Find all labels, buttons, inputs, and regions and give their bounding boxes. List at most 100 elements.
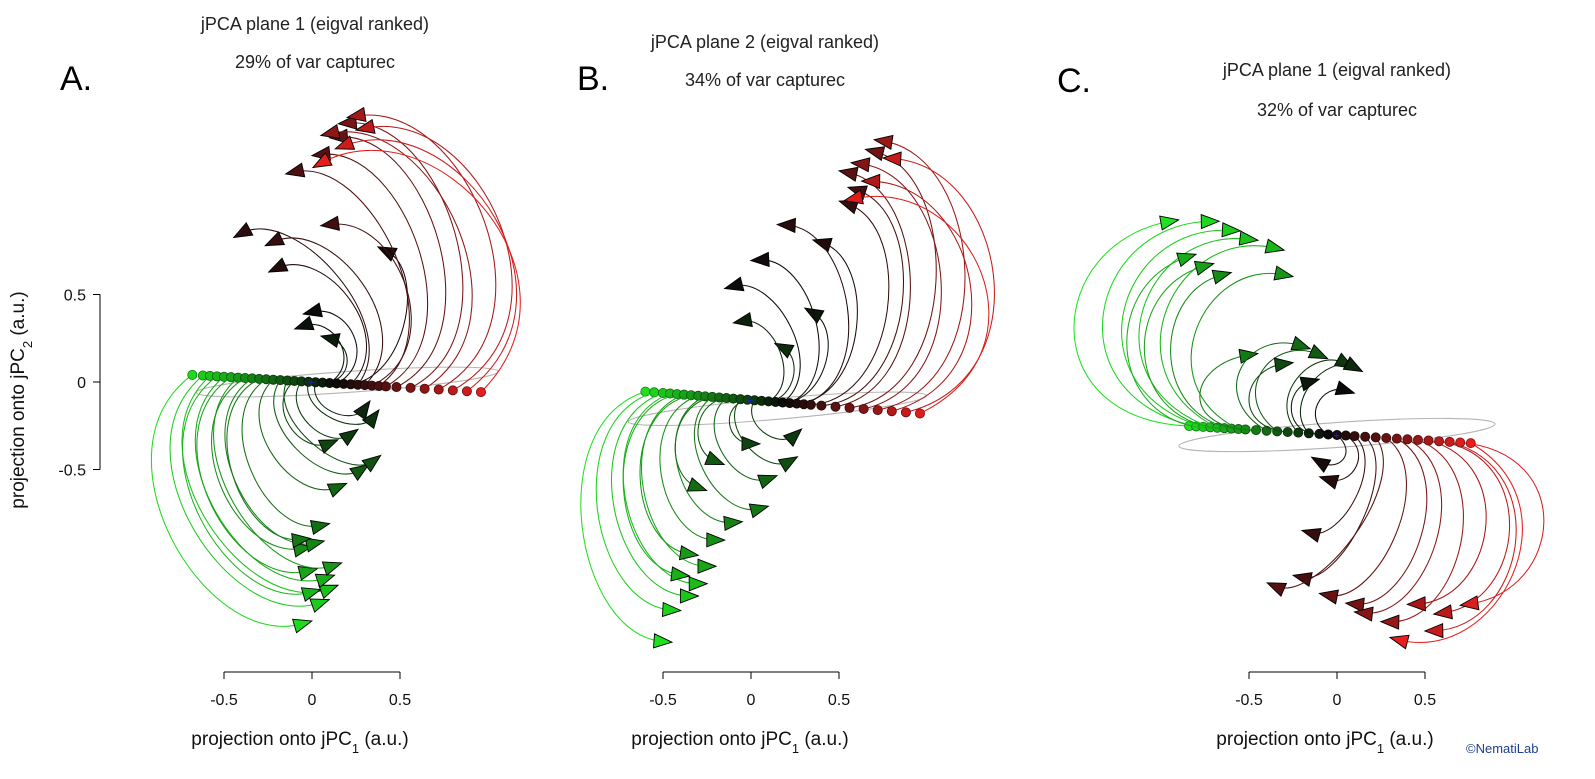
- trajectory-line: [294, 170, 410, 387]
- trajectory-arrowhead: [1200, 213, 1221, 230]
- trajectory-arrowhead: [338, 428, 360, 447]
- trajectory-line: [1314, 388, 1346, 435]
- trajectory-line: [211, 377, 304, 550]
- panel-a-x-axis: -0.5 0 0.5: [210, 671, 411, 709]
- trajectory-arrowhead: [1273, 357, 1295, 373]
- trajectory-line: [835, 171, 911, 408]
- trajectory-arrowhead: [704, 450, 726, 465]
- trajectory-arrowhead: [376, 246, 398, 262]
- trajectory-line: [1398, 442, 1523, 643]
- x-tick-label: 0.5: [389, 692, 411, 709]
- trajectory-arrowhead: [293, 315, 315, 331]
- trajectory-line: [860, 163, 942, 410]
- trajectory-arrowhead: [723, 276, 745, 292]
- trajectory-start-point: [1423, 435, 1434, 446]
- trajectory-start-point: [1391, 433, 1402, 444]
- trajectory-arrowhead: [670, 566, 691, 582]
- trajectory-arrowhead: [741, 435, 762, 452]
- trajectory-arrowhead: [881, 151, 902, 167]
- panel-b: B. jPCA plane 2 (eigval ranked) 34% of v…: [577, 32, 995, 756]
- trajectory-start-point: [1444, 436, 1455, 447]
- trajectory-line: [343, 139, 517, 392]
- trajectory-start-point: [1349, 431, 1360, 442]
- trajectory-arrowhead: [1221, 222, 1242, 238]
- trajectory-arrowhead: [345, 106, 367, 123]
- x-tick-label: 0: [1333, 692, 1342, 709]
- trajectory-arrowhead: [300, 587, 322, 602]
- trajectory-arrowhead: [697, 558, 718, 574]
- trajectory-line: [1101, 220, 1211, 427]
- panel-b-subtitle: 34% of var capturec: [685, 70, 845, 90]
- trajectory-arrowhead: [1211, 269, 1233, 285]
- credit-text: ©NematiLab: [1466, 741, 1539, 756]
- panel-letter-c: C.: [1057, 62, 1091, 100]
- trajectory-line: [224, 377, 316, 545]
- trajectory-line: [1460, 441, 1545, 605]
- trajectory-arrowhead: [232, 222, 254, 239]
- trajectory-arrowhead: [688, 576, 709, 592]
- trajectory-line: [742, 320, 785, 402]
- trajectory-line: [675, 395, 734, 524]
- panel-b-trajectories: +: [580, 134, 995, 649]
- trajectory-line: [870, 180, 973, 412]
- trajectory-start-point: [816, 400, 827, 411]
- trajectory-arrowhead: [314, 573, 336, 589]
- x-tick-label: 0.5: [828, 692, 850, 709]
- trajectory-arrowhead: [1405, 596, 1426, 612]
- trajectory-line: [258, 379, 339, 490]
- trajectory-line: [611, 392, 690, 597]
- trajectory-arrowhead: [309, 520, 331, 535]
- trajectory-start-point: [1465, 438, 1476, 449]
- trajectory-arrowhead: [1273, 265, 1295, 281]
- trajectory-arrowhead: [361, 408, 380, 430]
- trajectory-line: [821, 189, 905, 407]
- trajectory-start-point: [380, 381, 391, 392]
- trajectory-arrowhead: [1299, 376, 1321, 392]
- panel-c-x-axis: -0.5 0 0.5: [1235, 671, 1436, 709]
- panel-letter-a: A.: [60, 60, 92, 98]
- trajectory-arrowhead: [1300, 528, 1322, 543]
- trajectory-line: [891, 157, 995, 413]
- trajectory-arrowhead: [775, 217, 796, 234]
- trajectory-line: [775, 312, 829, 403]
- trajectory-arrowhead: [679, 588, 700, 604]
- trajectory-line: [150, 374, 304, 627]
- trajectory-arrowhead: [1423, 622, 1444, 639]
- trajectory-line: [303, 324, 345, 384]
- trajectory-arrowhead: [1318, 589, 1339, 605]
- trajectory-line: [1286, 359, 1347, 434]
- trajectory-line: [320, 150, 521, 393]
- panel-a-x-axis-label: projection onto jPC1 (a.u.): [191, 729, 408, 756]
- y-tick-label: -0.5: [58, 463, 86, 480]
- trajectory-arrowhead: [706, 532, 727, 548]
- trajectory-line: [1363, 438, 1443, 614]
- trajectory-line: [852, 196, 990, 414]
- trajectory-arrowhead: [1193, 260, 1215, 276]
- trajectory-line: [1170, 274, 1246, 430]
- trajectory-start-point: [886, 406, 897, 417]
- panel-a-y-axis-label: projection onto jPC2 (a.u.): [8, 291, 35, 508]
- trajectory-line: [1439, 440, 1511, 614]
- variance-ellipse: [1178, 417, 1496, 453]
- trajectory-arrowhead: [653, 633, 674, 649]
- trajectory-line: [338, 136, 447, 388]
- trajectory-line: [182, 375, 313, 595]
- panel-c-title: jPCA plane 1 (eigval ranked): [1222, 60, 1451, 80]
- trajectory-arrowhead: [1238, 230, 1260, 246]
- trajectory-line: [273, 379, 362, 475]
- trajectory-line: [1255, 349, 1320, 432]
- trajectory-start-point: [858, 403, 869, 414]
- trajectory-line: [1121, 229, 1232, 428]
- trajectory-line: [1073, 220, 1190, 427]
- trajectory-arrowhead: [302, 302, 323, 318]
- trajectory-start-point: [1370, 432, 1381, 443]
- trajectory-arrowhead: [678, 545, 700, 561]
- trajectory-line: [1159, 245, 1276, 429]
- trajectory-arrowhead: [1159, 215, 1180, 231]
- trajectory-arrowhead: [319, 333, 341, 348]
- trajectory-arrowhead: [1176, 252, 1198, 268]
- trajectory-arrowhead: [777, 456, 799, 473]
- trajectory-start-point: [1293, 427, 1304, 438]
- trajectory-arrowhead: [849, 157, 871, 173]
